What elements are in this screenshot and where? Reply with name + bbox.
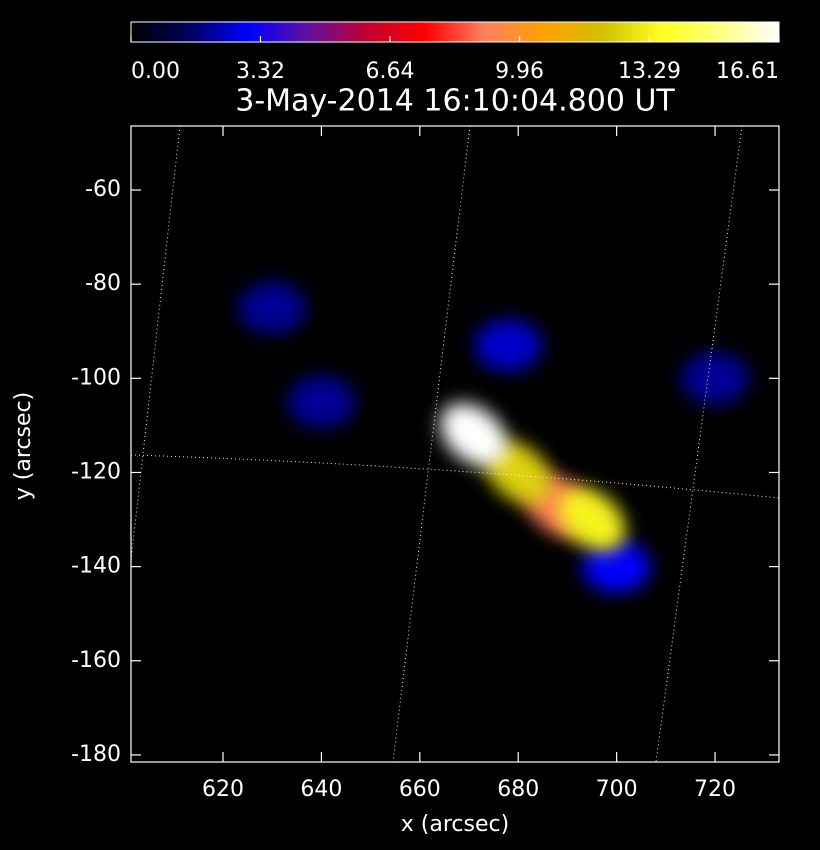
y-tick-label: -80 [85, 271, 121, 296]
y-tick-label: -100 [71, 365, 121, 390]
y-axis-label: y (arcsec) [11, 392, 36, 500]
x-tick-label: 640 [300, 777, 342, 802]
colorbar-tick-label: 13.29 [618, 59, 681, 84]
colorbar-tick-label: 6.64 [366, 59, 415, 84]
x-tick-label: 720 [694, 777, 736, 802]
intensity-blob [474, 319, 543, 372]
intensity-blob [582, 540, 651, 593]
colorbar-tick-label: 16.61 [716, 59, 779, 84]
x-tick-label: 620 [202, 777, 244, 802]
colorbar-tick-label: 9.96 [495, 59, 544, 84]
intensity-blob [681, 352, 750, 405]
intensity-blob [287, 375, 356, 428]
intensity-blob [238, 281, 307, 334]
x-tick-label: 700 [596, 777, 638, 802]
y-tick-label: -160 [71, 648, 121, 673]
chart-title: 3-May-2014 16:10:04.800 UT [235, 84, 675, 119]
colorbar [130, 21, 780, 43]
heliographic-grid [131, 126, 779, 762]
y-tick-label: -60 [85, 177, 121, 202]
x-tick-label: 660 [399, 777, 441, 802]
y-tick-label: -120 [71, 459, 121, 484]
colorbar-tick-label: 0.00 [131, 59, 180, 84]
x-tick-label: 680 [497, 777, 539, 802]
colorbar-tick-label: 3.32 [236, 59, 285, 84]
image [238, 281, 750, 593]
intensity-blob [440, 403, 508, 467]
intensity-blob [558, 488, 626, 552]
y-tick-label: -180 [71, 742, 121, 767]
x-axis-label: x (arcsec) [401, 812, 509, 837]
y-tick-label: -140 [71, 554, 121, 579]
